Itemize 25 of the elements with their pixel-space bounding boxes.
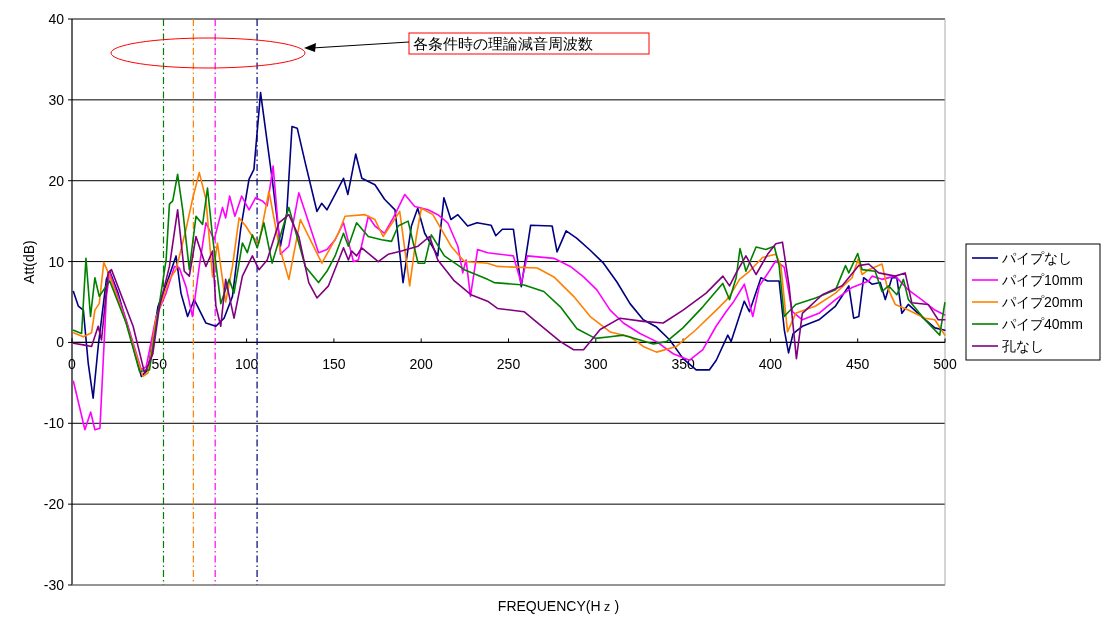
y-tick-label: 20 bbox=[48, 172, 65, 189]
y-tick-label: 30 bbox=[48, 91, 65, 108]
x-tick-label: 200 bbox=[409, 356, 434, 373]
x-tick-label: 250 bbox=[496, 356, 521, 373]
x-tick-label: 50 bbox=[151, 356, 168, 373]
legend-label: 孔なし bbox=[1002, 338, 1044, 354]
legend-label: パイプなし bbox=[1001, 250, 1072, 266]
annotation: 各条件時の理論減音周波数 bbox=[413, 35, 593, 52]
x-tick-label: 150 bbox=[322, 356, 346, 373]
y-tick-label: 0 bbox=[56, 334, 65, 351]
legend-label: パイプ20mm bbox=[1001, 294, 1083, 310]
x-tick-label: 300 bbox=[584, 356, 608, 373]
y-tick-label: -10 bbox=[43, 415, 65, 432]
x-tick-label: 100 bbox=[234, 356, 259, 373]
y-tick-label: -30 bbox=[43, 577, 65, 593]
x-tick-label: 500 bbox=[933, 356, 957, 373]
y-tick-label: 40 bbox=[48, 11, 65, 27]
x-axis-title: FREQUENCY(Hｚ) bbox=[497, 598, 620, 614]
y-tick-label: -20 bbox=[43, 496, 65, 513]
legend-label: パイプ40mm bbox=[1001, 316, 1083, 332]
y-axis-title: Att(dB) bbox=[21, 240, 37, 284]
x-tick-label: 450 bbox=[846, 356, 870, 373]
legend-label: パイプ10mm bbox=[1001, 272, 1083, 288]
y-tick-label: 10 bbox=[48, 253, 65, 270]
x-tick-label: 400 bbox=[758, 356, 783, 373]
